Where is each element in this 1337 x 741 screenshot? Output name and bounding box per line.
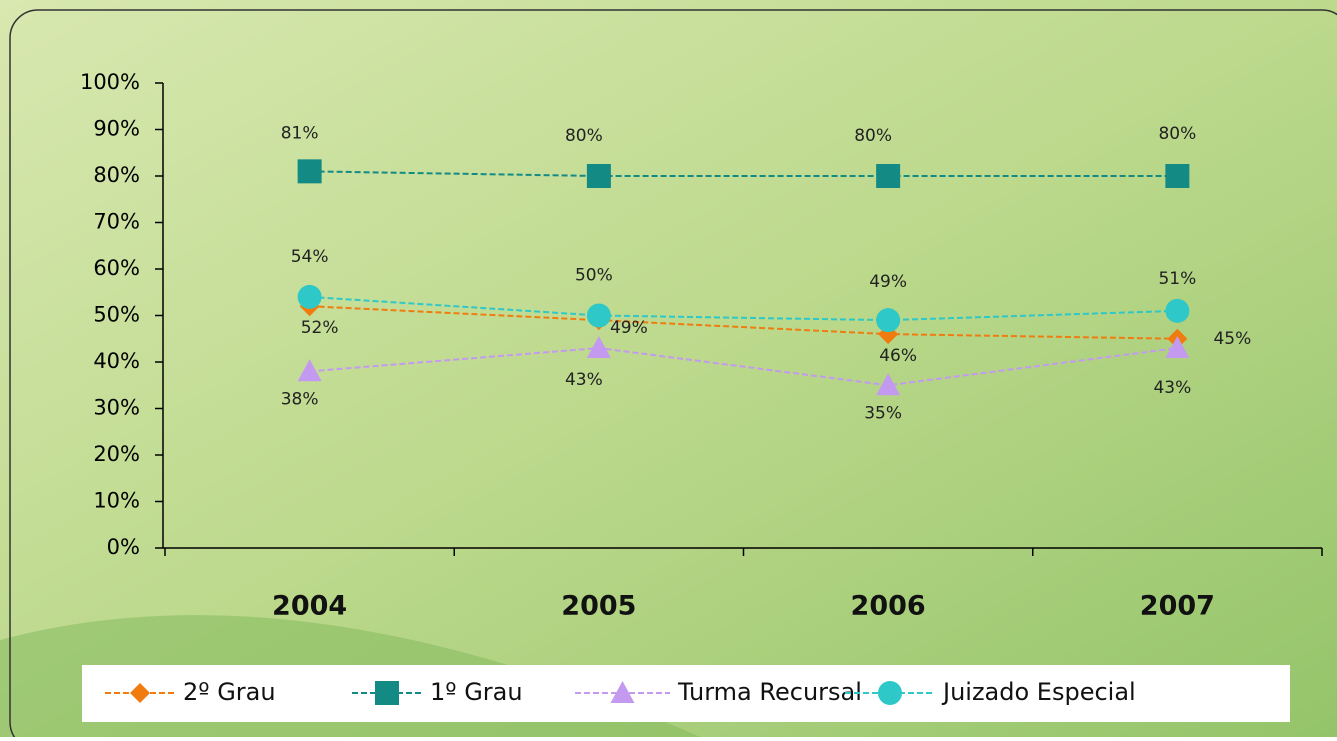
data-label: 49% [610, 318, 648, 338]
y-tick-label: 0% [107, 535, 140, 559]
marker [586, 303, 611, 328]
marker [1165, 164, 1190, 188]
data-label: 81% [281, 123, 319, 143]
marker [375, 681, 399, 705]
data-label: 50% [575, 266, 613, 286]
data-label: 43% [1153, 378, 1191, 398]
y-tick-label: 70% [93, 210, 140, 234]
data-label: 43% [565, 370, 603, 390]
data-label: 49% [869, 272, 907, 292]
data-label: 46% [879, 346, 917, 366]
x-tick-label: 2004 [272, 591, 347, 622]
data-label: 80% [854, 126, 892, 146]
data-label: 51% [1158, 269, 1196, 289]
data-label: 45% [1213, 329, 1251, 349]
legend-box [82, 665, 1290, 722]
y-tick-label: 60% [93, 256, 140, 280]
y-tick-label: 30% [93, 396, 140, 420]
series-line [309, 347, 1178, 387]
y-tick-label: 40% [93, 349, 140, 373]
data-label: 54% [291, 247, 329, 267]
legend-label: Juizado Especial [941, 678, 1136, 706]
data-label: 35% [864, 403, 902, 423]
y-tick-label: 100% [80, 70, 140, 94]
marker [586, 164, 611, 188]
data-label: 80% [1158, 124, 1196, 144]
marker [876, 308, 901, 333]
marker [297, 159, 322, 184]
x-tick-label: 2006 [851, 591, 926, 622]
x-tick-label: 2007 [1140, 591, 1215, 622]
marker [130, 683, 150, 703]
marker [297, 359, 322, 382]
y-tick-label: 20% [93, 442, 140, 466]
legend-label: 2º Grau [183, 678, 276, 706]
marker [610, 681, 635, 703]
marker [1165, 336, 1190, 359]
legend-label: Turma Recursal [677, 678, 862, 706]
y-tick-label: 80% [93, 163, 140, 187]
legend-label: 1º Grau [430, 678, 523, 706]
marker [876, 164, 901, 188]
data-label: 52% [301, 318, 339, 338]
series-line [309, 170, 1178, 177]
marker [878, 681, 902, 705]
y-tick-label: 10% [93, 489, 140, 513]
y-tick-label: 50% [93, 303, 140, 327]
marker [1165, 298, 1190, 323]
marker [586, 336, 611, 359]
data-label: 80% [565, 126, 603, 146]
marker [876, 373, 901, 396]
series-line [309, 295, 1178, 322]
series-line [309, 305, 1178, 340]
marker [297, 284, 322, 309]
data-label: 38% [281, 389, 319, 409]
frame [9, 9, 1337, 741]
y-tick-label: 90% [93, 117, 140, 141]
x-tick-label: 2005 [561, 591, 636, 622]
